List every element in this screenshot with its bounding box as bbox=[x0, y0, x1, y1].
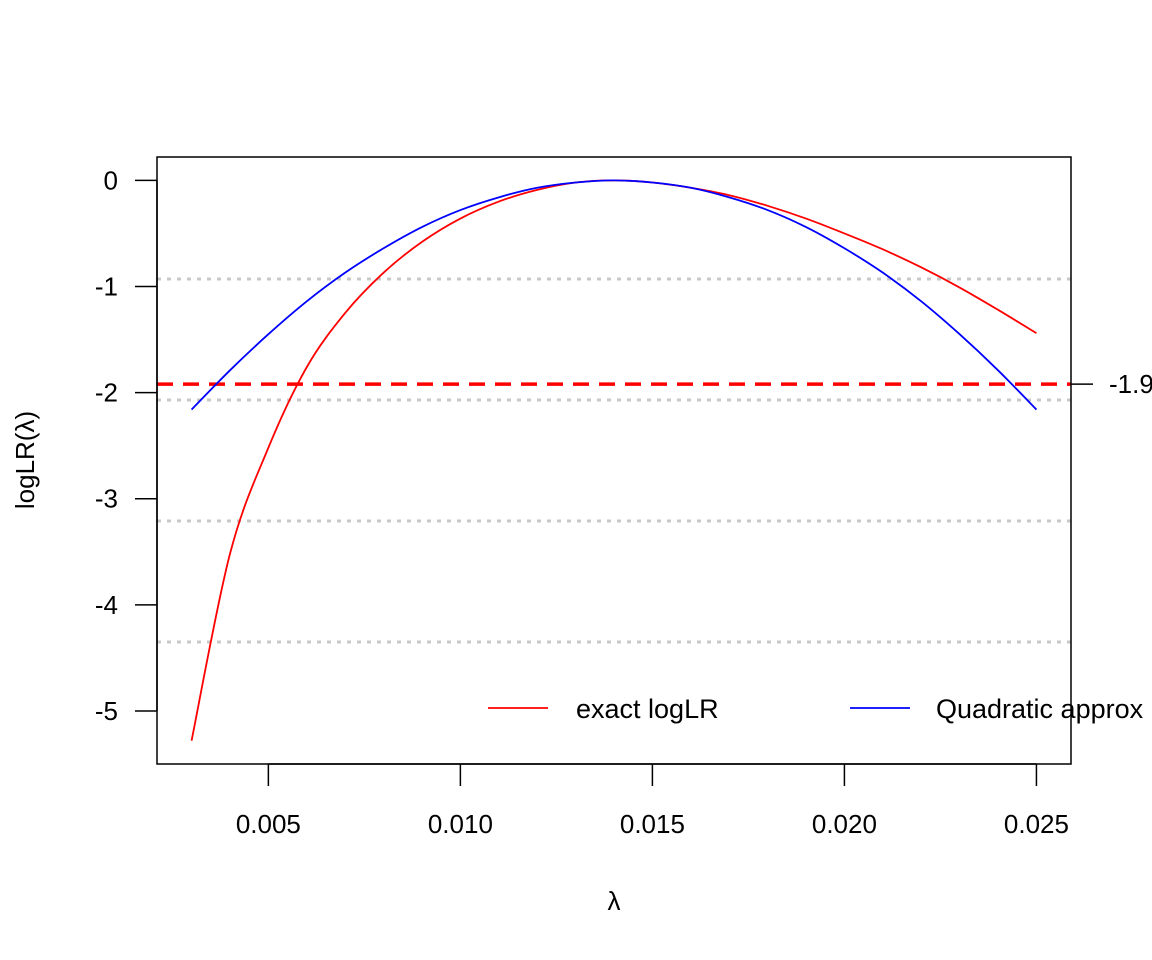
legend-label-quadratic: Quadratic approx bbox=[936, 694, 1144, 724]
x-tick-label-4: 0.025 bbox=[1004, 809, 1069, 839]
y-tick-label-5: -5 bbox=[95, 696, 118, 726]
y-tick-label-0: 0 bbox=[104, 165, 118, 195]
threshold-label: -1.92 bbox=[1109, 369, 1152, 399]
y-tick-label-2: -2 bbox=[95, 378, 118, 408]
y-tick-label-4: -4 bbox=[95, 590, 118, 620]
y-tick-label-1: -1 bbox=[95, 271, 118, 301]
y-tick-label-3: -3 bbox=[95, 484, 118, 514]
series-line-1 bbox=[190, 179, 1038, 411]
y-axis-title: logLR(λ) bbox=[10, 411, 40, 509]
x-tick-label-0: 0.005 bbox=[236, 809, 301, 839]
legend: exact logLR Quadratic approx bbox=[488, 694, 1144, 724]
dotted-reference-lines bbox=[157, 277, 1071, 644]
x-tick-label-1: 0.010 bbox=[428, 809, 493, 839]
x-axis-title: λ bbox=[608, 886, 621, 916]
legend-label-exact: exact logLR bbox=[576, 694, 719, 724]
y-axis: 0 -1 -2 -3 -4 -5 bbox=[95, 165, 158, 726]
x-tick-label-2: 0.015 bbox=[620, 809, 685, 839]
plot-box bbox=[156, 156, 1072, 765]
x-axis: 0.005 0.010 0.015 0.020 0.025 bbox=[236, 763, 1069, 839]
series-line-0 bbox=[190, 179, 1037, 741]
series-group bbox=[190, 179, 1038, 741]
x-tick-label-3: 0.020 bbox=[812, 809, 877, 839]
